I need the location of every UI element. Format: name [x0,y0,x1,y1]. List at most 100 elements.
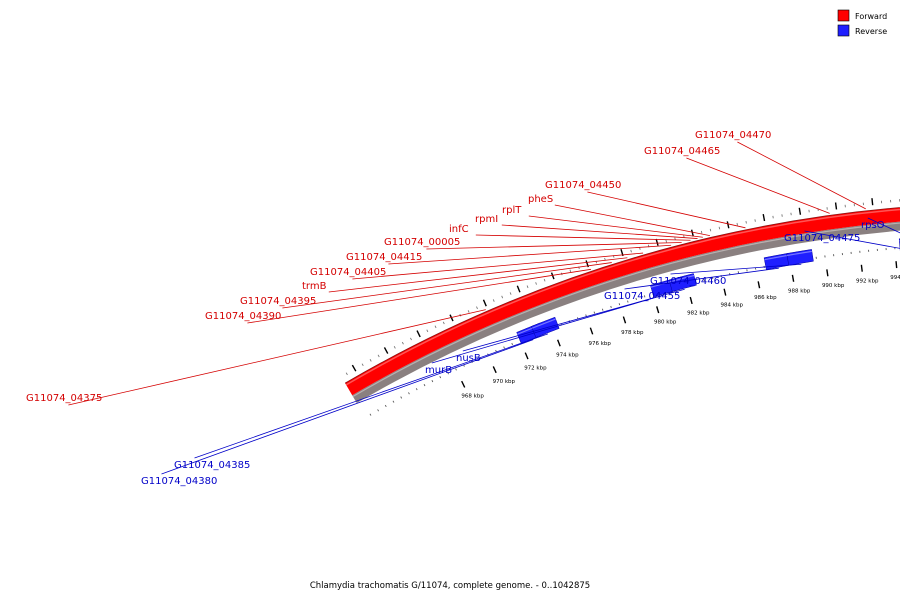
forward-gene-label[interactable]: G11074_04415 [346,252,422,263]
kbp-tick [524,352,529,360]
reverse-gene[interactable]: nusB [456,273,697,364]
kbp-tick-label: 970 kbp [493,379,516,385]
forward-gene-leader [328,257,628,293]
kbp-tick-label: 988 kbp [788,289,811,295]
gene-features: G11074_04375 G11074_04390 G11074_04395 trmB… [26,130,900,487]
forward-gene[interactable]: G11074_04405 [310,252,644,280]
kbp-tick-label: 968 kbp [461,394,484,400]
reverse-gene-leader [624,267,779,290]
kbp-tick-label: 976 kbp [588,341,611,347]
kbp-tick [589,327,594,335]
reverse-gene[interactable]: G11074_04475 [784,230,900,252]
forward-gene[interactable]: G11074_04465 [644,146,830,214]
forward-gene-leader [528,215,703,238]
kbp-tick [826,269,829,277]
genome-backbone [344,207,900,404]
forward-gene-label[interactable]: rplT [502,205,522,216]
kbp-tick [689,296,693,305]
forward-gene[interactable]: rpmI [475,214,698,239]
forward-gene[interactable]: infC [449,224,691,241]
reverse-gene-label[interactable]: rpsO [861,220,885,231]
reverse-gene-leader [867,217,900,234]
kbp-tick-label: 978 kbp [621,330,644,336]
forward-gene-leader [352,252,644,280]
reverse-gene-highlight [531,318,556,329]
kbp-tick [461,380,466,388]
reverse-gene[interactable]: G11074_04460 [650,249,814,287]
kbp-tick [556,339,561,347]
forward-strand-band [345,207,900,396]
forward-gene[interactable]: G11074_04375 [26,309,486,406]
kbp-tick-label: 972 kbp [524,365,547,371]
forward-gene-label[interactable]: pheS [528,194,553,205]
kbp-tick [656,306,660,314]
forward-gene[interactable]: G11074_04470 [695,130,866,210]
kbp-tick [791,274,795,282]
forward-gene[interactable]: G11074_00005 [384,237,682,250]
reverse-gene-leader [804,230,900,249]
forward-gene[interactable]: G11074_04415 [346,244,672,265]
forward-gene-label[interactable]: G11074_04470 [695,130,771,141]
forward-gene[interactable]: G11074_04390 [205,268,592,324]
reverse-gene-leader [194,333,549,459]
reverse-gene[interactable]: G11074_04385 [174,316,560,471]
reverse-gene-label[interactable]: G11074_04460 [650,276,726,287]
forward-gene-label[interactable]: G11074_04395 [240,296,316,307]
forward-gene-leader [686,157,830,214]
forward-gene[interactable]: trmB [302,257,628,293]
forward-gene-leader [282,262,612,309]
kbp-tick-label: 990 kbp [822,283,845,289]
reverse-gene-label[interactable]: G11074_04455 [604,291,680,302]
reverse-gene-label[interactable]: G11074_04380 [141,476,217,487]
reverse-gene-block[interactable] [668,273,697,292]
kbp-tick-label: 994 kbp [890,275,900,281]
forward-gene[interactable]: G11074_04450 [545,180,746,229]
kbp-tick-label: 982 kbp [687,311,710,317]
reverse-gene-leader [161,339,534,475]
legend-reverse-swatch [837,24,850,37]
forward-gene-label[interactable]: G11074_00005 [384,237,460,248]
forward-gene[interactable]: G11074_04395 [240,262,612,309]
reverse-gene-leader [462,288,685,352]
reverse-gene-label[interactable]: G11074_04385 [174,460,250,471]
kbp-tick-label: 992 kbp [856,279,879,285]
forward-gene-label[interactable]: G11074_04405 [310,267,386,278]
kbp-tick [895,261,898,269]
reverse-gene-label[interactable]: nusB [456,353,481,364]
reverse-gene-highlight [669,274,695,283]
forward-gene-label[interactable]: G11074_04375 [26,393,102,404]
kbp-tick [622,316,627,324]
reverse-gene-label[interactable]: murB [425,365,452,376]
forward-gene[interactable]: pheS [528,194,711,236]
reverse-gene-leader [431,293,667,364]
forward-gene-label[interactable]: infC [449,224,469,235]
forward-gene-leader [737,141,866,210]
forward-gene-leader [554,204,711,236]
reverse-gene[interactable]: rpsO [861,217,900,249]
kbp-tick [757,281,761,289]
forward-gene-leader [475,234,691,241]
kbp-tick-label: 980 kbp [654,320,677,326]
kbp-tick [723,288,727,296]
kbp-tick [492,366,497,374]
kbp-tick-label: 974 kbp [556,353,579,359]
legend: Forward Reverse [837,9,887,37]
forward-gene-label[interactable]: trmB [302,281,327,292]
legend-forward-label: Forward [855,12,887,21]
forward-gene-label[interactable]: G11074_04465 [644,146,720,157]
kbp-ruler: 968 kbp 970 kbp 972 kbp 974 kbp 976 kbp 978 k… [345,198,900,416]
reverse-gene-label[interactable]: G11074_04475 [784,233,860,244]
reverse-gene-block[interactable] [531,316,560,338]
forward-gene-leader [501,224,698,239]
forward-gene-leader [247,268,592,324]
forward-gene-leader [587,191,746,229]
forward-gene-label[interactable]: G11074_04450 [545,180,621,191]
forward-gene-label[interactable]: rpmI [475,214,498,225]
legend-reverse-label: Reverse [855,27,887,36]
reverse-gene-highlight [899,240,900,242]
forward-gene-leader [68,309,486,406]
legend-forward-swatch [837,9,850,22]
forward-gene[interactable]: rplT [502,205,703,238]
forward-gene-label[interactable]: G11074_04390 [205,311,281,322]
